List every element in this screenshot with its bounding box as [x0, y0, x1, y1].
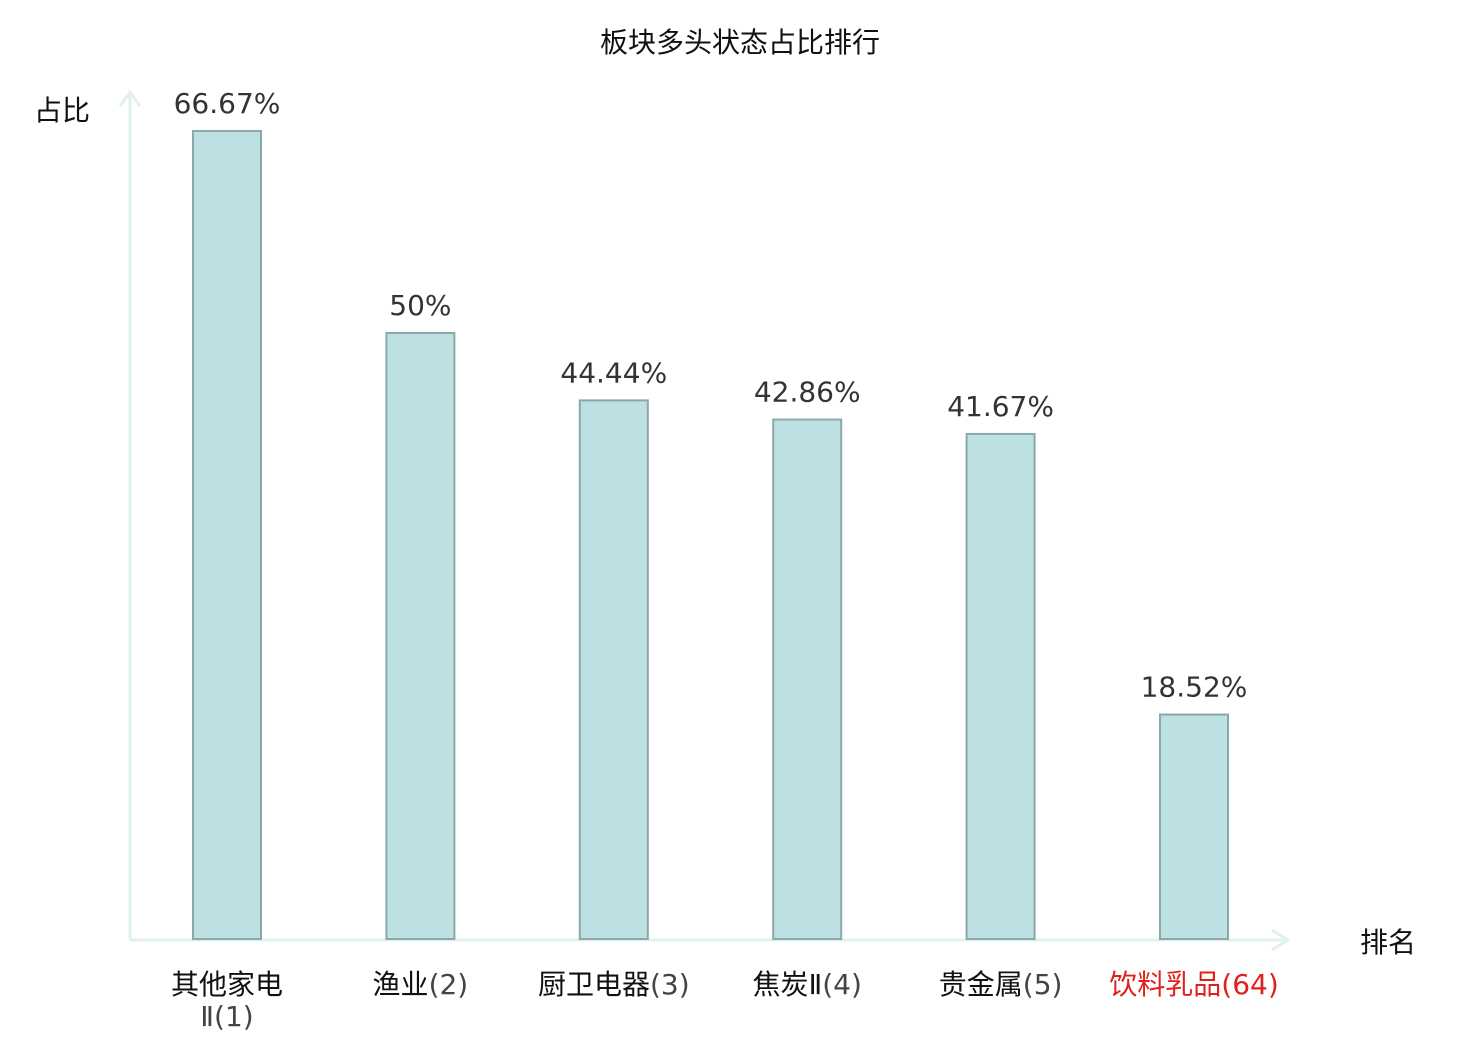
value-label-4: 42.86% [754, 376, 861, 409]
category-label-3: 厨卫电器(3) [538, 968, 690, 1001]
bar-1 [192, 129, 262, 940]
category-name-6: 饮料乳品 [1109, 968, 1221, 1001]
category-name-2: 渔业 [373, 968, 429, 1001]
y-axis-label: 占比 [34, 94, 90, 127]
bar-2 [385, 332, 456, 940]
chart-title: 板块多头状态占比排行 [600, 26, 880, 59]
category-rank-1: Ⅱ(1) [200, 1000, 253, 1033]
bar-5 [965, 432, 1036, 940]
category-label-2: 渔业(2) [373, 968, 469, 1001]
category-label-5: 贵金属(5) [939, 968, 1063, 1001]
bars-group [192, 129, 1229, 940]
value-labels-group: 66.67% 50% 44.44% 42.86% 41.67% 18.52% [174, 87, 1248, 704]
category-label-6: 饮料乳品(64) [1109, 968, 1279, 1001]
bar-3 [578, 399, 649, 940]
category-label-4: 焦炭Ⅱ(4) [752, 968, 861, 1001]
bar-6 [1159, 713, 1229, 940]
category-name-5: 贵金属 [939, 968, 1023, 1001]
bar-4 [772, 418, 843, 940]
category-rank-5: (5) [1023, 968, 1063, 1001]
category-rank-6: (64) [1221, 968, 1278, 1001]
value-label-1: 66.67% [174, 87, 281, 120]
value-label-2: 50% [389, 289, 451, 322]
y-axis-arrow [118, 89, 142, 107]
x-axis-arrow [1271, 928, 1291, 952]
y-axis [118, 89, 142, 940]
category-rank-3: (3) [650, 968, 690, 1001]
category-rank-2: (2) [429, 968, 469, 1001]
category-rank-4: (4) [822, 968, 862, 1001]
value-label-3: 44.44% [560, 356, 667, 389]
x-axis [130, 928, 1291, 952]
category-label-1: 其他家电 [171, 968, 283, 1001]
x-axis-label: 排名 [1360, 926, 1416, 959]
category-name-4: 焦炭Ⅱ [752, 968, 822, 1001]
value-label-6: 18.52% [1141, 671, 1248, 704]
value-label-5: 41.67% [947, 390, 1054, 423]
category-name-3: 厨卫电器 [538, 968, 650, 1001]
